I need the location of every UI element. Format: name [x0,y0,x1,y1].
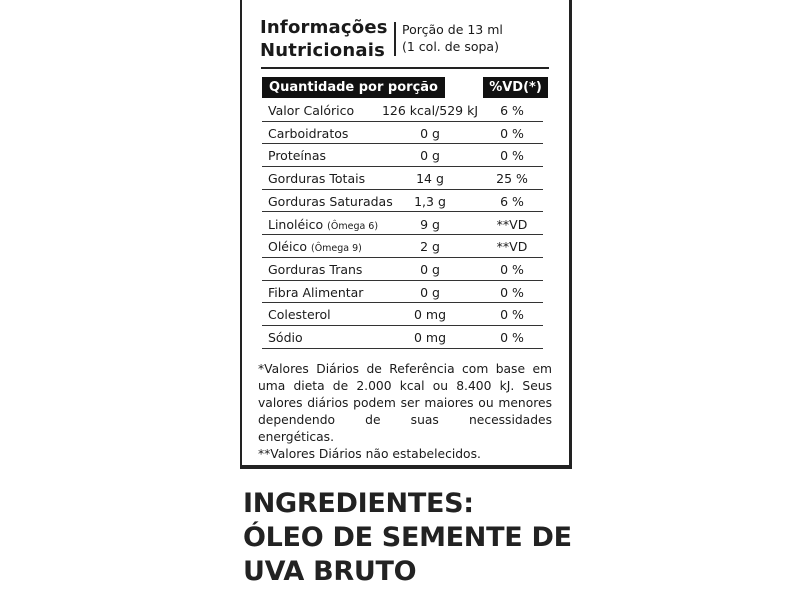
nutrient-vd: 0 % [500,148,524,164]
table-row: Linoléico (Ômega 6) 9 g **VD [262,213,543,236]
ingredients-line: UVA BRUTO [243,556,417,587]
nutrient-label: Valor Calórico [268,103,355,118]
table-row: Valor Calórico 126 kcal/529 kJ 6 % [262,99,543,122]
table-row: Gorduras Saturadas 1,3 g 6 % [262,190,543,213]
nutrient-amount: 0 mg [413,307,447,323]
nutrient-name: Valor Calórico [268,103,354,118]
nutrient-amount: 2 g [420,239,440,255]
nutrient-vd: **VD [496,216,528,232]
nutrient-sublabel: (Ômega 6) [327,220,379,232]
nutrient-vd: **VD [496,239,528,255]
nutrition-title: Informações Nutricionais [260,16,388,62]
nutrient-amount: 0 g [420,284,440,300]
nutrient-label: Gorduras Totais [268,171,366,187]
table-row: Colesterol 0 mg 0 % [262,303,543,326]
nutrient-name: Linoléico (Ômega 6) [268,217,378,232]
ingredients: INGREDIENTES: ÓLEO DE SEMENTE DE UVA BRU… [243,487,572,589]
nutrient-name: Gorduras Saturadas [268,194,393,209]
nutrient-vd: 6 % [500,193,524,209]
nutrient-amount: 0 g [420,125,440,141]
nutrient-vd: 0 % [500,284,524,300]
nutrient-vd: 0 % [500,261,524,277]
nutrient-amount: 14 g [416,171,444,187]
footnotes: *Valores Diários de Referência com base … [258,361,552,463]
nutrient-name: Carboidratos [268,126,348,141]
nutrient-amount: 1,3 g [414,193,446,209]
ingredients-line: ÓLEO DE SEMENTE DE [243,522,572,553]
nutrient-vd: 0 % [500,307,524,323]
table-row: Gorduras Totais 14 g 25 % [262,167,543,190]
nutrient-amount: 126 kcal/529 kJ [381,103,479,118]
nutrient-vd: 0 % [500,125,524,141]
nutrient-label: Gorduras Saturadas [268,193,393,209]
footnote-reference: *Valores Diários de Referência com base … [258,362,552,444]
nutrient-name: Colesterol [268,307,331,322]
header-vd: %VD(*) [483,77,548,98]
table-row: Sódio 0 mg 0 % [262,326,543,349]
nutrient-vd: 25 % [496,171,528,187]
nutrient-vd: 6 % [500,103,524,118]
portion-size: Porção de 13 ml [402,22,503,37]
title-line-2: Nutricionais [260,40,385,61]
nutrient-label: Linoléico [268,216,324,232]
nutrient-label: Carboidratos [268,125,349,141]
portion-info: Porção de 13 ml (1 col. de sopa) [402,21,503,55]
nutrient-label: Fibra Alimentar [268,284,364,300]
title-line-1: Informações [260,17,388,38]
table-row: Gorduras Trans 0 g 0 % [262,258,543,281]
nutrient-name: Gorduras Totais [268,171,365,186]
nutrient-label: Gorduras Trans [268,261,363,277]
table-row: Proteínas 0 g 0 % [262,144,543,168]
header-quantity: Quantidade por porção [262,77,445,98]
nutrient-name: Fibra Alimentar [268,285,363,300]
nutrient-amount: 0 g [420,148,440,164]
ingredients-heading: INGREDIENTES: [243,488,474,519]
table-row: Oléico (Ômega 9) 2 g **VD [262,235,543,258]
nutrient-name: Sódio [268,330,303,345]
nutrient-label: Proteínas [268,148,326,164]
portion-measure: (1 col. de sopa) [402,39,499,54]
nutrition-facts-box [240,0,572,469]
footnote-not-established: **Valores Diários não estabelecidos. [258,447,481,461]
header-divider [261,67,549,69]
nutrient-amount: 0 g [420,261,440,277]
nutrient-vd: 0 % [500,330,524,345]
nutrient-name: Proteínas [268,148,326,163]
nutrient-amount: 9 g [420,216,440,232]
nutrient-sublabel: (Ômega 9) [310,243,362,255]
title-divider [394,22,396,56]
nutrient-label: Sódio [268,330,303,345]
nutrient-label: Oléico [268,239,307,255]
nutrient-name: Gorduras Trans [268,262,362,277]
nutrient-amount: 0 mg [413,330,447,345]
table-row: Carboidratos 0 g 0 % [262,122,543,145]
nutrient-name: Oléico (Ômega 9) [268,239,362,254]
table-row: Fibra Alimentar 0 g 0 % [262,281,543,304]
nutrient-label: Colesterol [268,307,331,323]
